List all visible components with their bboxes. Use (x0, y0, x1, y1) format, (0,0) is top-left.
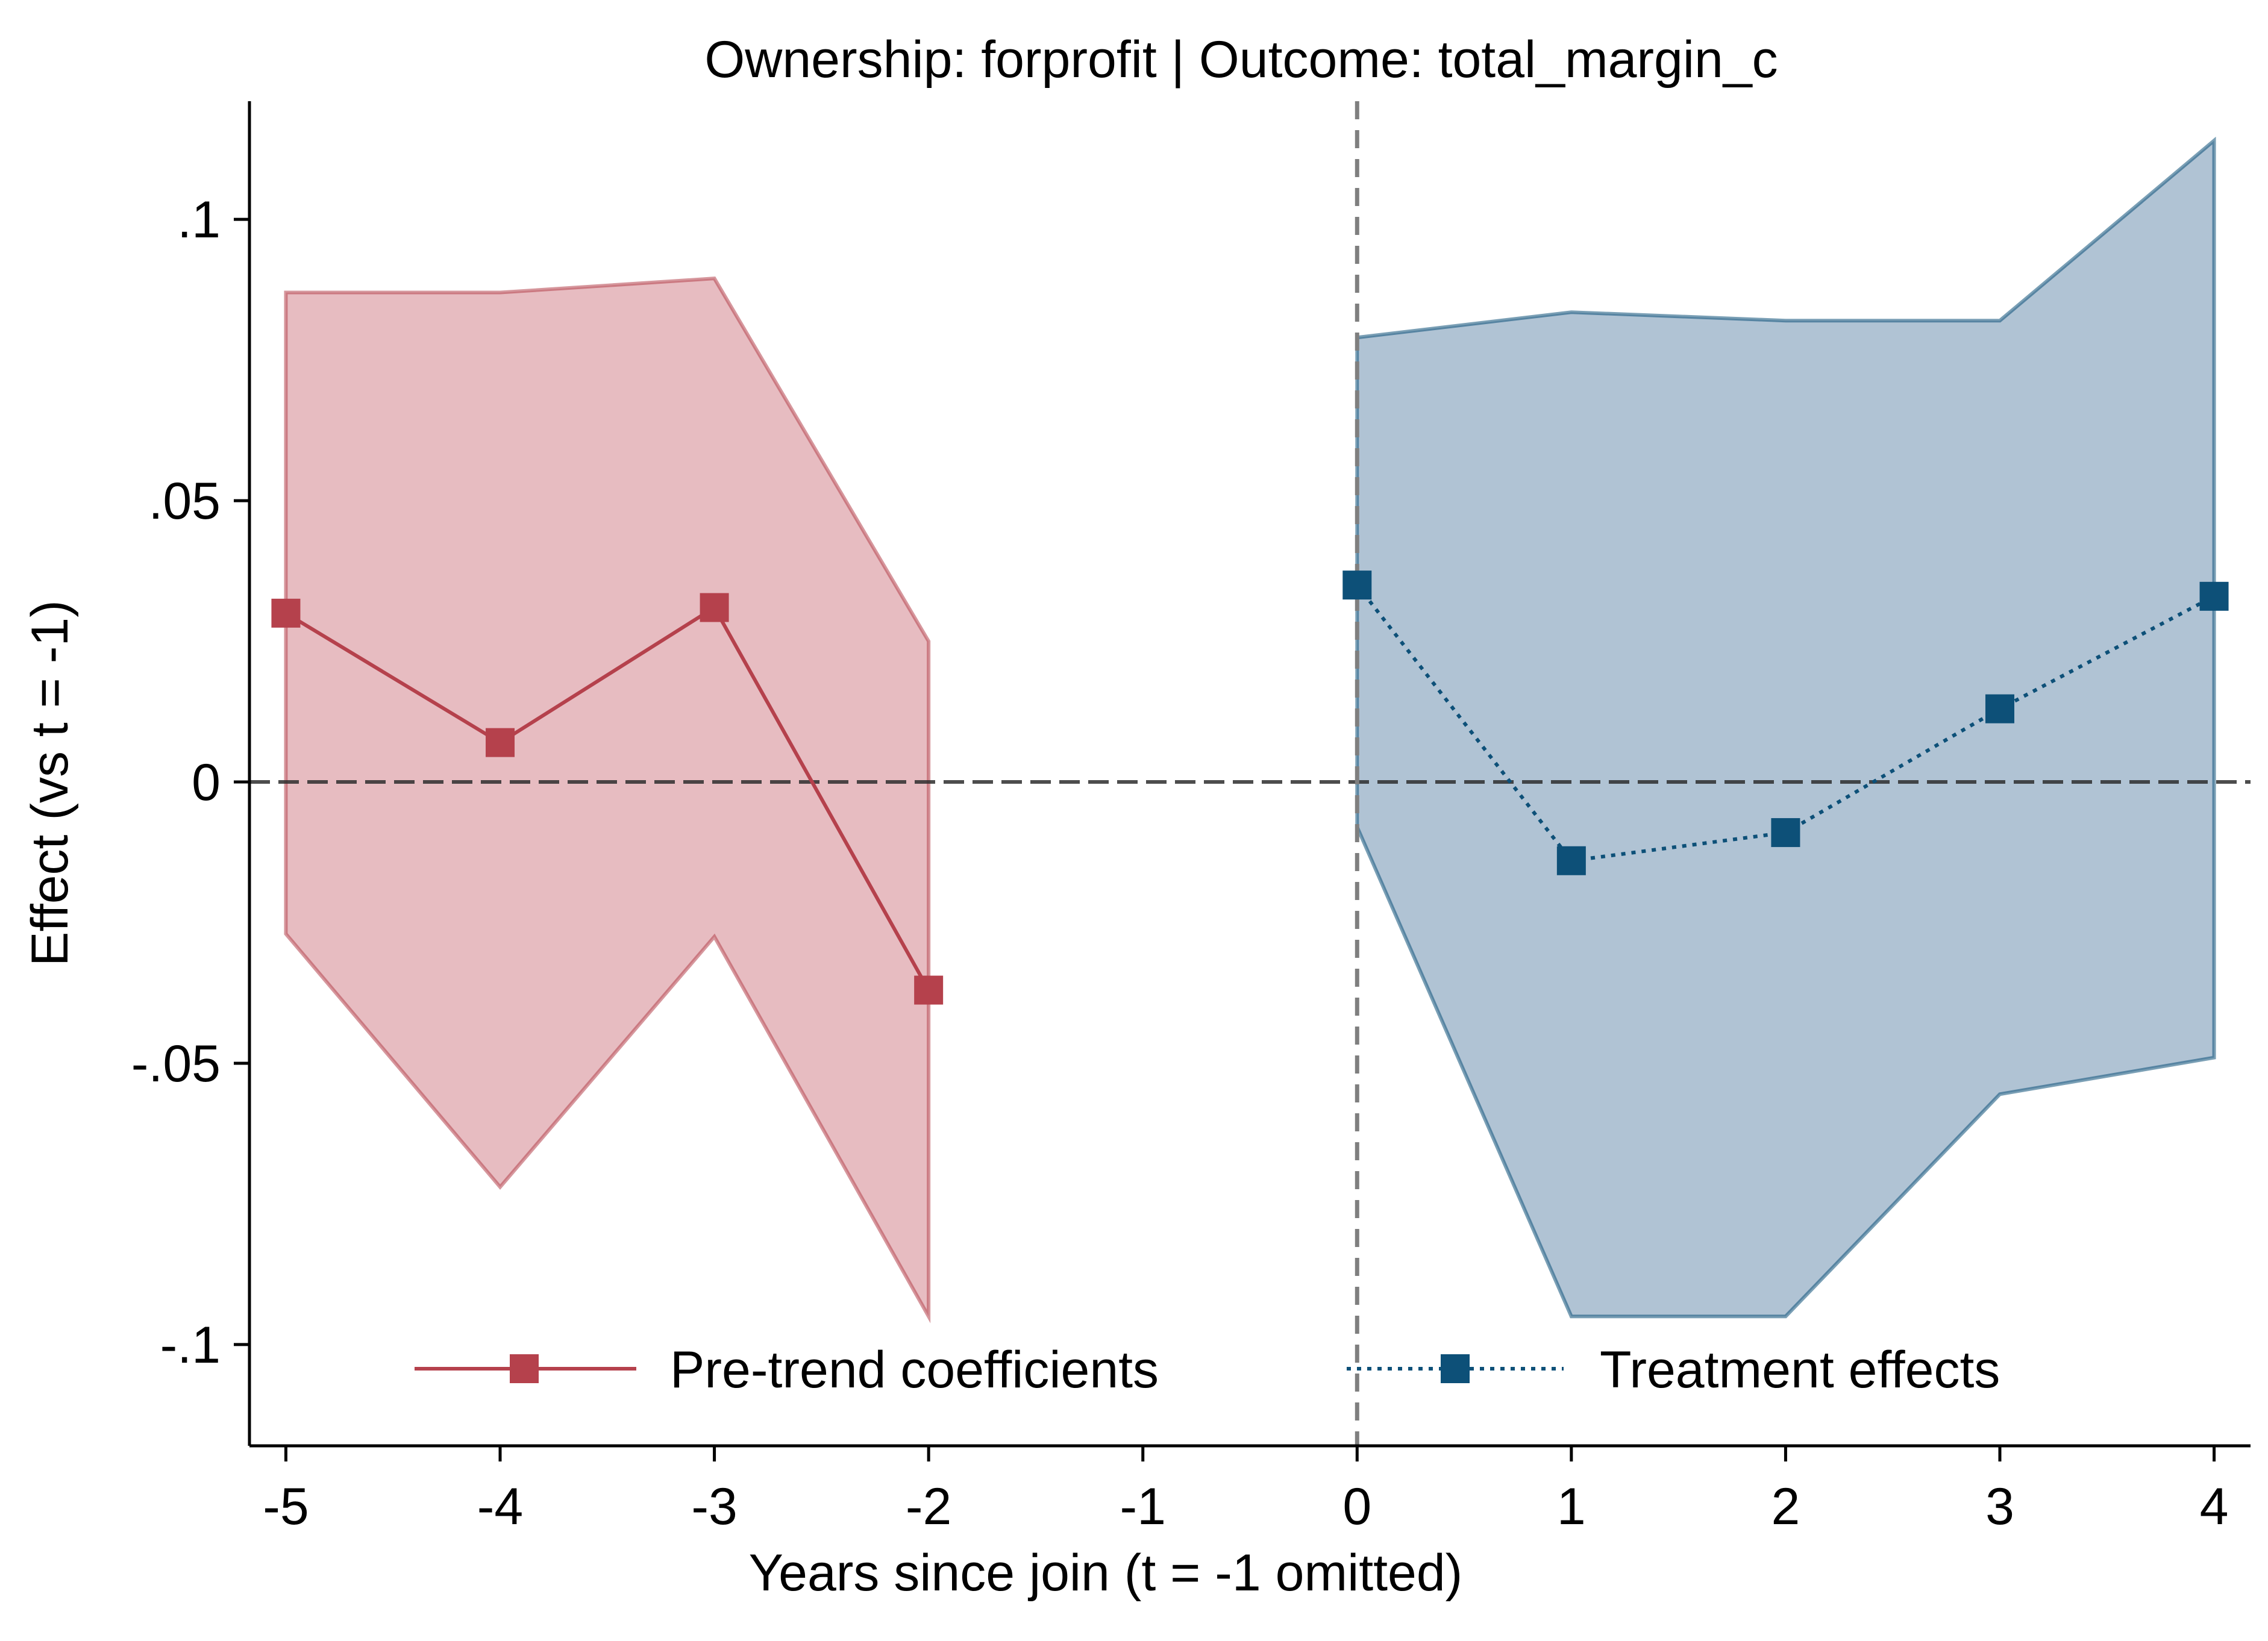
y-tick-label: -.1 (160, 1316, 221, 1374)
treatment-point (1342, 570, 1372, 600)
data-series (271, 570, 2229, 1005)
y-axis-label: Effect (vs t = -1) (21, 600, 79, 966)
chart-title: Ownership: forprofit | Outcome: total_ma… (704, 31, 1778, 89)
pretrend-point (486, 728, 515, 757)
x-tick-label: -4 (477, 1478, 523, 1536)
reference-lines (249, 101, 2251, 1446)
x-tick-label: 2 (1771, 1478, 1800, 1536)
legend-marker-pretrend (510, 1354, 539, 1383)
treatment-point (1771, 818, 1800, 848)
x-tick-label: 0 (1342, 1478, 1371, 1536)
x-tick-label: -3 (691, 1478, 737, 1536)
treatment-ci-band (1355, 136, 2216, 1319)
pretrend-point (271, 598, 301, 628)
pretrend-point (914, 975, 944, 1005)
legend-label-treatment: Treatment effects (1600, 1341, 2000, 1399)
x-tick-label: -5 (263, 1478, 309, 1536)
treatment-point (1556, 846, 1586, 875)
x-tick-label: -1 (1120, 1478, 1165, 1536)
axes: -5 -4 -3 -2 -1 0 1 2 3 4 .1 .05 0 -.05 -.1 (131, 101, 2251, 1536)
y-tick-label: .05 (148, 472, 221, 530)
x-axis-label: Years since join (t = -1 omitted) (749, 1544, 1463, 1602)
x-axis-ticks: -5 -4 -3 -2 -1 0 1 2 3 4 (263, 1446, 2228, 1536)
x-tick-label: -2 (906, 1478, 951, 1536)
x-tick-label: 1 (1557, 1478, 1586, 1536)
y-tick-label: 0 (192, 754, 221, 811)
confidence-bands (284, 136, 2216, 1324)
y-tick-label: -.05 (131, 1035, 221, 1093)
x-tick-label: 4 (2200, 1478, 2229, 1536)
y-tick-label: .1 (177, 191, 221, 249)
pretrend-point (700, 593, 729, 622)
legend-label-pretrend: Pre-trend coefficients (670, 1341, 1159, 1399)
pretrend-line (284, 605, 930, 992)
legend-marker-treatment (1441, 1354, 1470, 1383)
treatment-point (1985, 694, 2014, 724)
y-axis-ticks: .1 .05 0 -.05 -.1 (131, 191, 249, 1374)
legend: Pre-trend coefficients Treatment effects (415, 1341, 2000, 1399)
x-tick-label: 3 (1985, 1478, 2014, 1536)
pretrend-ci-band (284, 277, 931, 1324)
treatment-point (2199, 581, 2229, 611)
